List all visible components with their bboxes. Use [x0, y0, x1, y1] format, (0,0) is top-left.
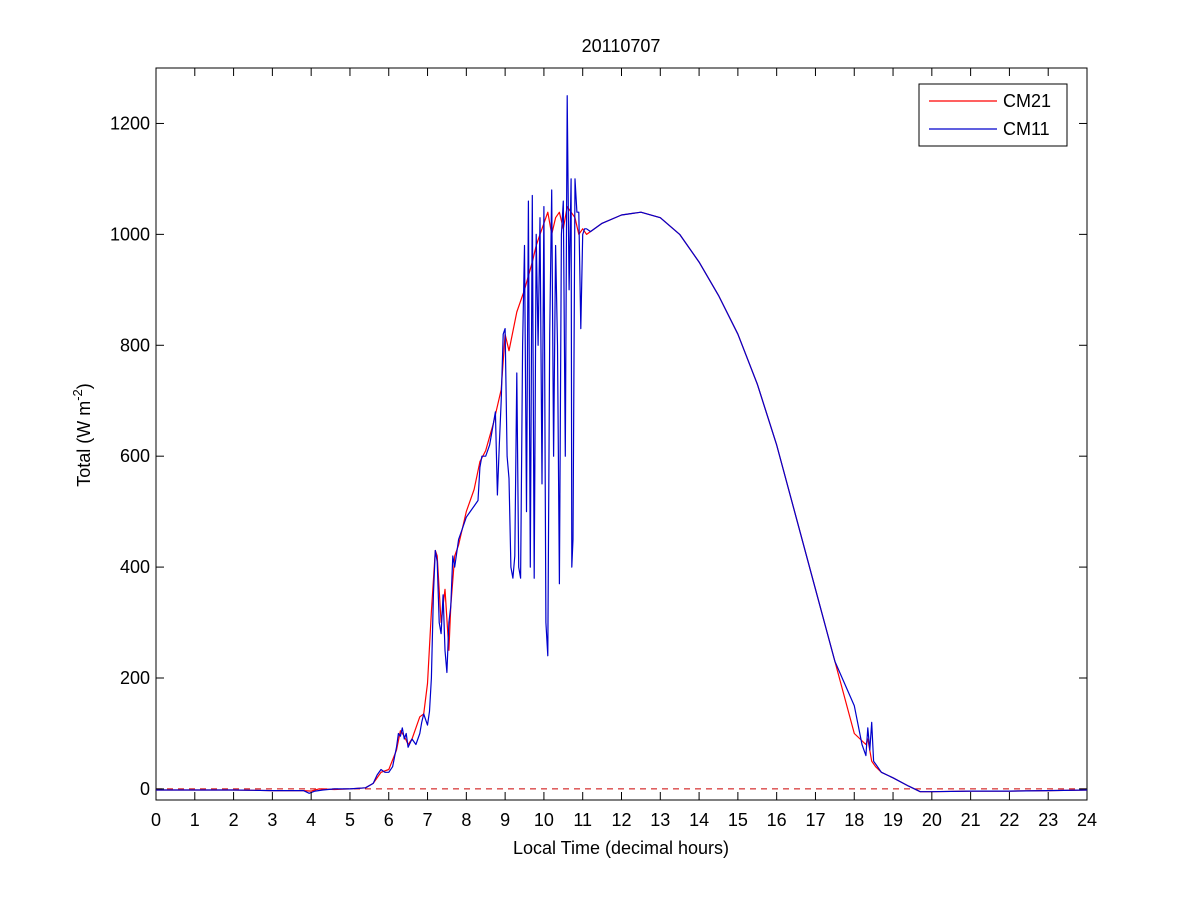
- x-tick-label: 21: [961, 810, 981, 830]
- y-tick-label: 400: [120, 557, 150, 577]
- x-tick-label: 11: [573, 810, 592, 830]
- x-tick-label: 23: [1038, 810, 1058, 830]
- x-tick-label: 13: [650, 810, 670, 830]
- plot-area: 0 1 2 3 4 5 6 7 8 9 10 11 12 13 14 15 16 17 18 19 20 21 22 23 24…: [110, 67, 1097, 830]
- x-tick-label: 20: [922, 810, 942, 830]
- svg-text:Total (W m-2): Total (W m-2): [70, 383, 94, 487]
- x-tick-label: 19: [883, 810, 903, 830]
- x-tick-label: 3: [267, 810, 277, 830]
- y-axis-label-close: ): [74, 383, 94, 389]
- x-tick-label: 15: [728, 810, 748, 830]
- x-tick-label: 5: [345, 810, 355, 830]
- x-tick-label: 4: [306, 810, 316, 830]
- x-tick-label: 2: [229, 810, 239, 830]
- x-tick-label: 7: [423, 810, 433, 830]
- x-axis-label: Local Time (decimal hours): [513, 838, 729, 858]
- legend-box: [918, 83, 1068, 147]
- y-tick-label: 1000: [110, 224, 150, 244]
- x-tick-label: 10: [534, 810, 554, 830]
- x-tick-label: 0: [151, 810, 161, 830]
- y-tick-label: 0: [140, 779, 150, 799]
- x-tick-label: 24: [1077, 810, 1097, 830]
- x-tick-label: 18: [844, 810, 864, 830]
- x-tick-label: 1: [190, 810, 200, 830]
- x-tick-label: 9: [500, 810, 510, 830]
- series-line-cm11: [156, 95, 1088, 794]
- x-tick-label: 16: [767, 810, 787, 830]
- x-tick-label: 17: [805, 810, 825, 830]
- x-tick-label: 14: [689, 810, 709, 830]
- x-tick-label: 22: [999, 810, 1019, 830]
- x-tick-label: 12: [611, 810, 631, 830]
- legend-label-cm21: CM21: [1003, 91, 1051, 111]
- y-tick-label: 800: [120, 335, 150, 355]
- y-tick-label: 1200: [110, 113, 150, 133]
- legend: CM21 CM11: [918, 83, 1068, 147]
- x-tick-label: 8: [461, 810, 471, 830]
- y-axis-label-main: Total (W m: [74, 401, 94, 487]
- chart-title: 20110707: [582, 36, 661, 56]
- y-axis-label-superscript: -2: [70, 389, 85, 401]
- x-tick-label: 6: [384, 810, 394, 830]
- y-tick-label: 600: [120, 446, 150, 466]
- legend-label-cm11: CM11: [1003, 119, 1050, 139]
- y-axis-label: Total (W m-2): [70, 383, 94, 487]
- y-tick-label: 200: [120, 668, 150, 688]
